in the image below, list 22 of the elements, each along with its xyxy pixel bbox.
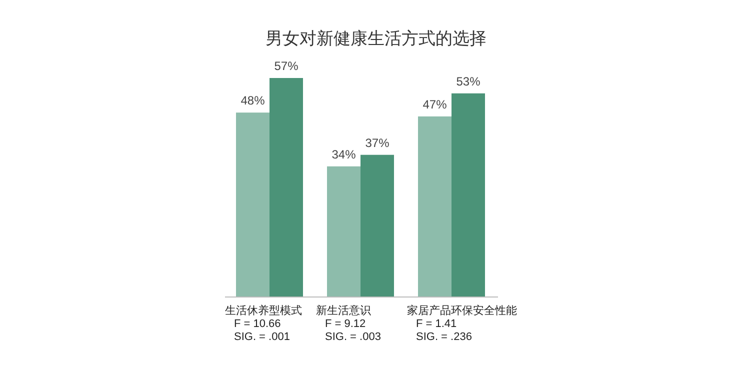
text: F = 9.12 <box>325 318 366 330</box>
bar <box>418 116 452 297</box>
bar <box>360 154 394 297</box>
data-label: 37% <box>365 136 390 150</box>
bar <box>327 166 360 297</box>
data-label: 57% <box>274 59 299 73</box>
text: SIG. = .003 <box>325 331 381 343</box>
x-tick-label: 生活休养型模式 <box>225 304 302 317</box>
data-label: 34% <box>332 147 356 162</box>
text: F = 10.66 <box>234 318 281 330</box>
x-tick-label: 家居产品环保安全性能 <box>407 304 517 317</box>
bar <box>270 78 303 297</box>
chart-title: 男女对新健康生活方式的选择 <box>266 29 486 48</box>
text: F = 1.41 <box>416 318 457 330</box>
text: SIG. = .236 <box>416 331 472 343</box>
x-tick-label: 新生活意识 <box>316 304 371 317</box>
text: SIG. = .001 <box>234 331 290 343</box>
bar <box>236 112 270 297</box>
data-label: 53% <box>456 74 481 88</box>
data-label: 47% <box>422 97 448 112</box>
bar <box>452 93 485 297</box>
data-label: 48% <box>240 94 266 108</box>
